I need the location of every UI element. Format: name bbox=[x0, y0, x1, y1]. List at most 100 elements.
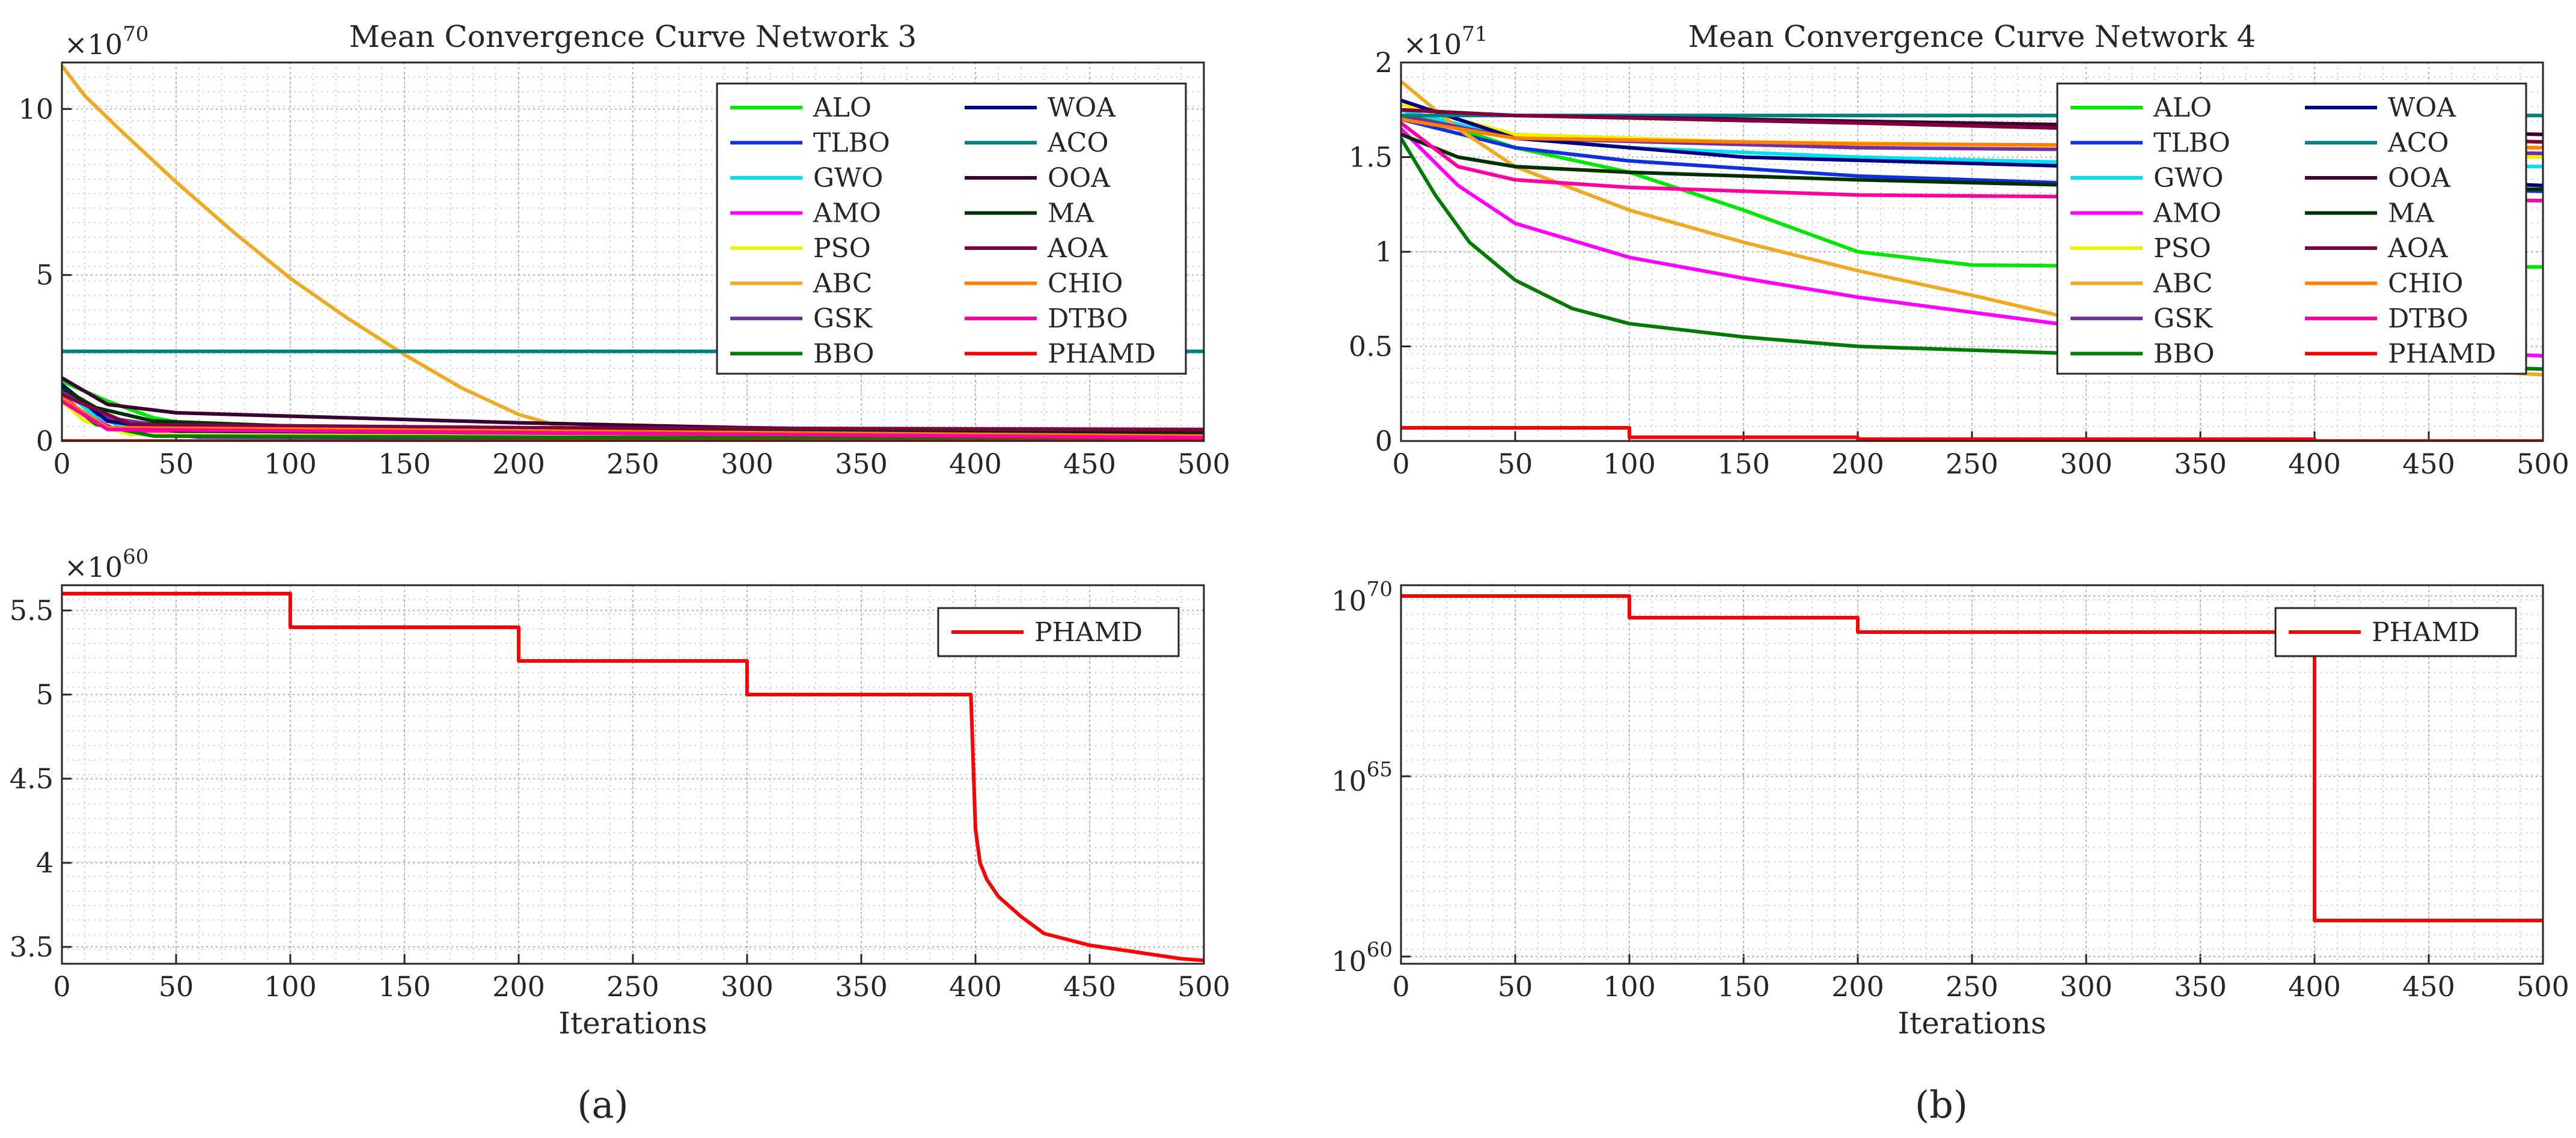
legend-label: PHAMD bbox=[1048, 339, 1156, 370]
x-tick-label: 450 bbox=[1063, 970, 1116, 1003]
legend-label: DTBO bbox=[1048, 303, 1128, 334]
legend-item-dtbo: DTBO bbox=[2305, 303, 2468, 334]
x-tick-label: 400 bbox=[2288, 448, 2341, 480]
y-tick-label: 5 bbox=[36, 259, 53, 291]
legend-item-amo: AMO bbox=[730, 198, 881, 229]
x-tick-label: 100 bbox=[264, 448, 317, 480]
legend-label: ABC bbox=[813, 269, 873, 299]
x-tick-label: 450 bbox=[2402, 448, 2455, 480]
panel-label-a: (a) bbox=[577, 1083, 628, 1127]
legend-label: MA bbox=[2388, 198, 2435, 229]
legend-item-abc: ABC bbox=[2071, 269, 2213, 299]
y-tick-label: 2 bbox=[1375, 46, 1393, 79]
legend-item-phamd: PHAMD bbox=[2305, 339, 2496, 370]
legend: PHAMD bbox=[937, 607, 1180, 657]
y-tick-label: 10 bbox=[18, 93, 53, 125]
legend-item-aco: ACO bbox=[2305, 128, 2449, 159]
x-tick-label: 400 bbox=[2288, 970, 2341, 1003]
legend-label: AMO bbox=[2153, 198, 2221, 229]
legend-label: GWO bbox=[2153, 163, 2223, 193]
legend-item-gwo: GWO bbox=[2071, 163, 2223, 193]
legend-label: PHAMD bbox=[2388, 339, 2496, 370]
chart-network4-phamd: 0 50 100 150 200 250 300 350 400 450 500 1060 1065 10… bbox=[1331, 577, 2569, 1041]
legend: ALO TLBO GWO AMO PSO ABC GSK BBO WOA ACO OOA MA AOA C… bbox=[2056, 82, 2527, 375]
legend-item-pso: PSO bbox=[730, 233, 871, 264]
x-tick-label: 100 bbox=[1603, 448, 1656, 480]
x-tick-label: 350 bbox=[835, 448, 888, 480]
x-tick-label: 200 bbox=[492, 448, 545, 480]
legend-label: BBO bbox=[813, 339, 874, 370]
legend-item-gwo: GWO bbox=[730, 163, 883, 193]
x-tick-label: 0 bbox=[53, 970, 70, 1003]
legend-item-gsk: GSK bbox=[730, 303, 873, 334]
legend-label: GSK bbox=[2153, 303, 2213, 334]
series-line-phamd bbox=[1401, 594, 2543, 922]
x-tick-label: 250 bbox=[606, 448, 659, 480]
y-exponent-label: ×1070 bbox=[64, 22, 148, 61]
legend-item-alo: ALO bbox=[2071, 93, 2212, 123]
x-tick-label: 350 bbox=[2174, 970, 2227, 1003]
axis-box bbox=[61, 584, 1205, 965]
series-lines bbox=[62, 64, 1204, 441]
legend-label: AOA bbox=[2387, 233, 2449, 264]
y-tick-label: 0 bbox=[1375, 425, 1393, 457]
legend-box bbox=[2056, 82, 2527, 375]
chart-network3-phamd: 0 50 100 150 200 250 300 350 400 450 500 3.5 4 4.5 5 5.… bbox=[10, 545, 1230, 1041]
x-tick-label: 500 bbox=[1177, 970, 1230, 1003]
series-line-aoa bbox=[62, 392, 1204, 431]
legend-item-amo: AMO bbox=[2071, 198, 2221, 229]
x-tick-label: 300 bbox=[2060, 448, 2113, 480]
legend-label: AOA bbox=[1047, 233, 1108, 264]
x-tick-label: 100 bbox=[264, 970, 317, 1003]
legend-label: WOA bbox=[2388, 93, 2456, 123]
legend-label: PSO bbox=[813, 233, 871, 264]
legend-item-pso: PSO bbox=[2071, 233, 2211, 264]
legend-item-chio: CHIO bbox=[965, 269, 1123, 299]
legend-box bbox=[716, 82, 1187, 375]
legend-label: AMO bbox=[813, 198, 881, 229]
series-lines bbox=[62, 592, 1204, 963]
legend: ALO TLBO GWO AMO PSO ABC GSK BBO WOA ACO OOA MA AOA C… bbox=[716, 82, 1187, 375]
legend-label: GSK bbox=[813, 303, 873, 334]
y-tick-label: 0.5 bbox=[1349, 330, 1393, 363]
legend-label: PHAMD bbox=[2372, 617, 2480, 648]
legend-item-bbo: BBO bbox=[730, 339, 874, 370]
x-tick-label: 500 bbox=[2516, 448, 2569, 480]
legend-item-phamd: PHAMD bbox=[2289, 617, 2480, 648]
x-tick-label: 450 bbox=[2402, 970, 2455, 1003]
series-line-phamd bbox=[62, 592, 1204, 963]
legend-item-phamd: PHAMD bbox=[965, 339, 1156, 370]
y-tick-label: 5 bbox=[36, 678, 53, 711]
y-tick-label: 1060 bbox=[1331, 938, 1393, 978]
x-tick-label: 50 bbox=[1498, 448, 1533, 480]
y-exponent-label: ×1060 bbox=[64, 545, 148, 583]
legend-label: ABC bbox=[2153, 269, 2213, 299]
y-tick-label: 1070 bbox=[1331, 577, 1393, 617]
legend-label: TLBO bbox=[2153, 128, 2230, 159]
legend-label: CHIO bbox=[2388, 269, 2464, 299]
x-tick-label: 200 bbox=[1831, 448, 1884, 480]
legend-label: WOA bbox=[1048, 93, 1116, 123]
x-tick-label: 450 bbox=[1063, 448, 1116, 480]
legend-label: OOA bbox=[1048, 163, 1111, 193]
x-tick-label: 100 bbox=[1603, 970, 1656, 1003]
legend-item-woa: WOA bbox=[965, 93, 1116, 123]
legend-item-aco: ACO bbox=[965, 128, 1109, 159]
x-tick-label: 0 bbox=[1392, 448, 1409, 480]
axes: 0 50 100 150 200 250 300 350 400 450 500 1060 1065 10… bbox=[1331, 577, 2569, 1003]
legend-label: DTBO bbox=[2388, 303, 2468, 334]
x-tick-label: 0 bbox=[53, 448, 70, 480]
x-tick-label: 500 bbox=[2516, 970, 2569, 1003]
legend-label: OOA bbox=[2388, 163, 2451, 193]
y-exponent-label: ×1071 bbox=[1403, 22, 1488, 61]
legend-item-ooa: OOA bbox=[965, 163, 1111, 193]
x-tick-label: 150 bbox=[1717, 970, 1770, 1003]
legend-label: CHIO bbox=[1048, 269, 1123, 299]
y-tick-label: 1.5 bbox=[1349, 141, 1393, 174]
series-line-dtbo bbox=[1401, 121, 2543, 202]
legend-item-gsk: GSK bbox=[2071, 303, 2213, 334]
y-tick-label: 1 bbox=[1375, 236, 1393, 268]
chart-network3-all-algorithms: 0 50 100 150 200 250 300 350 400 450 500 0 5 10 ×1070 M… bbox=[18, 19, 1230, 480]
legend-item-ma: MA bbox=[2305, 198, 2435, 229]
legend-label: MA bbox=[1048, 198, 1094, 229]
